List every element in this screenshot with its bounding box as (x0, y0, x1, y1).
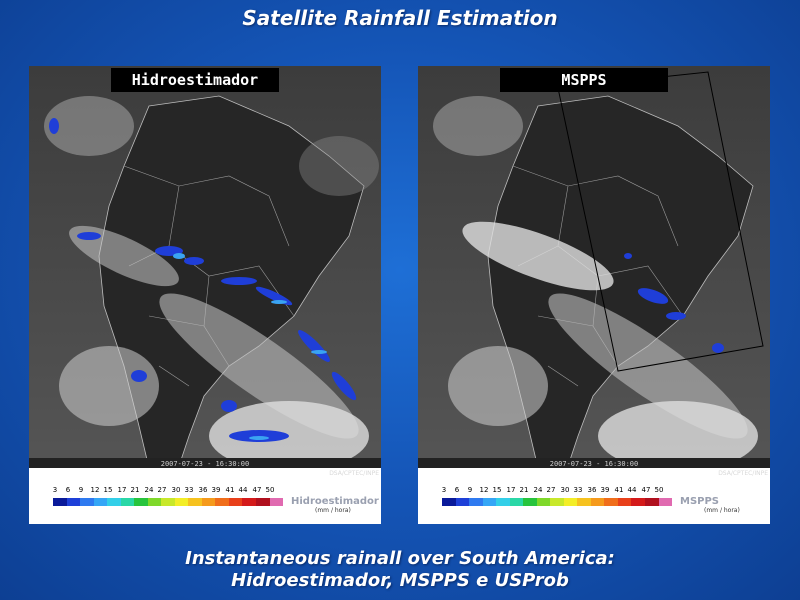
legend-color-cell (631, 498, 645, 506)
legend-color-cell (523, 498, 537, 506)
legend-ticks: 3 6 9 12 15 17 21 24 27 30 33 36 39 41 4… (436, 486, 686, 496)
legend-color-cell (604, 498, 618, 506)
legend-color-cell (658, 498, 673, 506)
hidroestimador-legend-name: Hidroestimador (291, 496, 379, 507)
legend-tick: 44 (238, 486, 248, 494)
hidroestimador-credit: DSA/CPTEC/INPE (329, 470, 379, 477)
mspps-legend-units: (mm / hora) (704, 507, 740, 514)
legend-tick: 12 (479, 486, 489, 494)
legend-tick: 3 (52, 486, 58, 494)
legend-tick: 41 (614, 486, 624, 494)
mspps-panel: MSPPS 2007-07-23 - 16:30:00 DSA/CPTEC/IN… (418, 66, 770, 524)
legend-tick: 30 (560, 486, 570, 494)
mspps-legend: 3 6 9 12 15 17 21 24 27 30 33 36 39 41 4… (436, 486, 756, 520)
hidroestimador-satellite-map (29, 66, 381, 468)
legend-color-cell (509, 498, 524, 506)
legend-tick: 24 (533, 486, 543, 494)
legend-color-cell (496, 498, 510, 506)
legend-color-cell (174, 498, 189, 506)
legend-tick: 33 (184, 486, 194, 494)
legend-tick: 27 (157, 486, 167, 494)
caption-line-1: Instantaneous rainall over South America… (185, 548, 615, 569)
legend-color-cell (66, 498, 81, 506)
legend-ticks: 3 6 9 12 15 17 21 24 27 30 33 36 39 41 4… (47, 486, 297, 496)
legend-color-cell (269, 498, 284, 506)
hidroestimador-legend: 3 6 9 12 15 17 21 24 27 30 33 36 39 41 4… (47, 486, 379, 520)
legend-color-cell (120, 498, 135, 506)
legend-tick: 15 (103, 486, 113, 494)
legend-tick: 15 (492, 486, 502, 494)
legend-color-cell (442, 498, 456, 506)
legend-color-cell (550, 498, 564, 506)
slide-title: Satellite Rainfall Estimation (242, 6, 558, 30)
legend-color-cell (161, 498, 175, 506)
legend-color-bar (442, 498, 673, 506)
legend-tick: 24 (144, 486, 154, 494)
legend-color-cell (617, 498, 632, 506)
legend-color-cell (482, 498, 497, 506)
legend-color-cell (93, 498, 108, 506)
legend-tick: 47 (641, 486, 651, 494)
legend-color-cell (228, 498, 243, 506)
legend-tick: 47 (252, 486, 262, 494)
hidroestimador-timestamp: 2007-07-23 - 16:30:00 (160, 460, 250, 468)
legend-color-bar (53, 498, 284, 506)
legend-tick: 12 (90, 486, 100, 494)
legend-tick: 36 (587, 486, 597, 494)
legend-tick: 6 (65, 486, 71, 494)
legend-color-cell (536, 498, 551, 506)
legend-color-cell (563, 498, 578, 506)
legend-color-cell (469, 498, 483, 506)
legend-color-cell (134, 498, 148, 506)
legend-tick: 30 (171, 486, 181, 494)
legend-color-cell (255, 498, 270, 506)
caption-line-2: Hidroestimador, MSPPS e USProb (231, 570, 569, 591)
legend-color-cell (188, 498, 202, 506)
legend-tick: 27 (546, 486, 556, 494)
hidroestimador-legend-units: (mm / hora) (315, 507, 351, 514)
legend-tick: 41 (225, 486, 235, 494)
legend-tick: 21 (519, 486, 529, 494)
mspps-legend-name: MSPPS (680, 496, 720, 507)
mspps-label: MSPPS (500, 68, 668, 92)
legend-tick: 33 (573, 486, 583, 494)
legend-tick: 17 (506, 486, 516, 494)
legend-color-cell (147, 498, 162, 506)
legend-tick: 9 (78, 486, 84, 494)
mspps-timestamp: 2007-07-23 - 16:30:00 (549, 460, 639, 468)
mspps-satellite-map (418, 66, 770, 468)
legend-color-cell (107, 498, 121, 506)
legend-tick: 21 (130, 486, 140, 494)
legend-tick: 39 (211, 486, 221, 494)
legend-color-cell (590, 498, 605, 506)
hidroestimador-label: Hidroestimador (111, 68, 279, 92)
legend-tick: 50 (654, 486, 664, 494)
legend-tick: 17 (117, 486, 127, 494)
hidroestimador-panel: Hidroestimador 2007-07-23 - 16:30:00 DSA… (29, 66, 381, 524)
legend-color-cell (80, 498, 94, 506)
legend-color-cell (215, 498, 229, 506)
legend-color-cell (53, 498, 67, 506)
legend-tick: 3 (441, 486, 447, 494)
legend-color-cell (242, 498, 256, 506)
legend-tick: 44 (627, 486, 637, 494)
mspps-credit: DSA/CPTEC/INPE (718, 470, 768, 477)
legend-tick: 39 (600, 486, 610, 494)
legend-color-cell (644, 498, 659, 506)
legend-tick: 6 (454, 486, 460, 494)
legend-tick: 50 (265, 486, 275, 494)
legend-tick: 36 (198, 486, 208, 494)
legend-tick: 9 (467, 486, 473, 494)
slide-caption: Instantaneous rainall over South America… (0, 548, 800, 592)
legend-color-cell (201, 498, 216, 506)
legend-color-cell (577, 498, 591, 506)
legend-color-cell (455, 498, 470, 506)
